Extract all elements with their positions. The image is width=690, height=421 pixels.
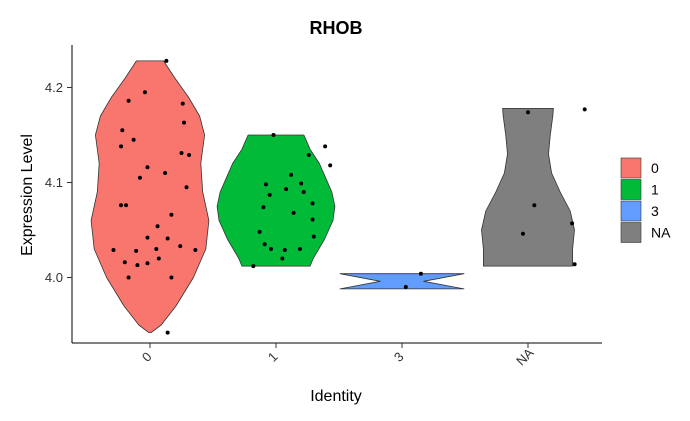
data-point xyxy=(126,275,131,280)
legend: 0 1 3 NA xyxy=(620,157,671,243)
y-axis-label: Expression Level xyxy=(19,134,36,256)
data-point xyxy=(119,144,124,149)
data-point xyxy=(532,203,537,208)
x-axis-ticks: 0 1 3 NA xyxy=(139,343,537,369)
violin-layer xyxy=(90,60,575,333)
data-point xyxy=(301,190,306,194)
data-point xyxy=(187,152,192,157)
legend-key xyxy=(620,200,642,222)
data-point xyxy=(311,234,316,239)
y-tick-label: 4.0 xyxy=(45,270,63,285)
legend-label: NA xyxy=(651,225,671,241)
data-point xyxy=(403,285,408,289)
violin-0 xyxy=(90,60,210,333)
data-point xyxy=(418,271,423,276)
data-point xyxy=(271,133,276,137)
violin-1 xyxy=(216,134,336,267)
data-point xyxy=(257,229,262,234)
data-point xyxy=(155,224,160,229)
data-point xyxy=(111,247,116,252)
data-point xyxy=(323,144,328,149)
y-axis-ticks: 4.0 4.1 4.2 xyxy=(45,80,72,285)
data-point xyxy=(134,248,139,253)
data-point xyxy=(126,98,131,103)
legend-label: 3 xyxy=(651,203,659,219)
legend-key xyxy=(620,179,642,200)
data-point xyxy=(572,262,577,267)
x-tick-label: 3 xyxy=(391,349,407,365)
legend-label: 0 xyxy=(651,160,659,176)
data-point xyxy=(582,107,587,112)
data-point xyxy=(184,185,189,190)
data-point xyxy=(131,137,136,142)
data-point xyxy=(164,58,169,63)
data-point xyxy=(180,101,185,106)
data-point xyxy=(306,152,311,157)
point-layer xyxy=(111,58,587,335)
data-point xyxy=(520,231,525,236)
legend-key xyxy=(620,157,642,179)
data-point xyxy=(261,205,266,210)
data-point xyxy=(570,221,575,226)
data-point xyxy=(263,182,268,187)
x-tick-label: NA xyxy=(513,345,537,369)
data-point xyxy=(169,275,174,280)
x-axis-label: Identity xyxy=(310,388,362,405)
data-point xyxy=(262,242,267,247)
violin-NA xyxy=(481,108,575,267)
data-point xyxy=(179,151,184,156)
y-tick-label: 4.1 xyxy=(45,175,63,190)
data-point xyxy=(122,260,127,265)
data-point xyxy=(120,128,125,133)
data-point xyxy=(142,90,147,95)
data-point xyxy=(267,192,272,197)
data-point xyxy=(299,181,304,186)
x-tick-label: 1 xyxy=(265,349,281,365)
data-point xyxy=(156,256,161,261)
data-point xyxy=(268,247,273,251)
data-point xyxy=(145,235,150,240)
data-point xyxy=(526,110,530,115)
data-point xyxy=(291,210,296,215)
x-tick-label: 0 xyxy=(139,349,155,365)
data-point xyxy=(251,264,256,269)
data-point xyxy=(182,120,187,125)
data-point xyxy=(193,247,198,252)
data-point xyxy=(119,203,124,208)
data-point xyxy=(284,187,289,192)
chart-title: RHOB xyxy=(310,18,363,38)
data-point xyxy=(169,212,174,217)
data-point xyxy=(165,236,170,241)
data-point xyxy=(310,201,315,206)
data-point xyxy=(178,244,183,249)
data-point xyxy=(145,261,150,266)
violin-3 xyxy=(339,273,465,290)
data-point xyxy=(124,203,129,208)
data-point xyxy=(280,256,285,261)
data-point xyxy=(137,175,142,180)
data-point xyxy=(310,217,315,222)
data-point xyxy=(145,165,150,170)
data-point xyxy=(135,263,140,268)
legend-key xyxy=(620,222,642,243)
data-point xyxy=(282,247,287,252)
y-tick-label: 4.2 xyxy=(45,80,63,95)
data-point xyxy=(289,172,294,177)
data-point xyxy=(154,247,159,251)
data-point xyxy=(328,163,333,168)
data-point xyxy=(165,330,170,335)
data-point xyxy=(163,171,168,175)
data-point xyxy=(297,247,302,251)
legend-label: 1 xyxy=(651,182,659,198)
